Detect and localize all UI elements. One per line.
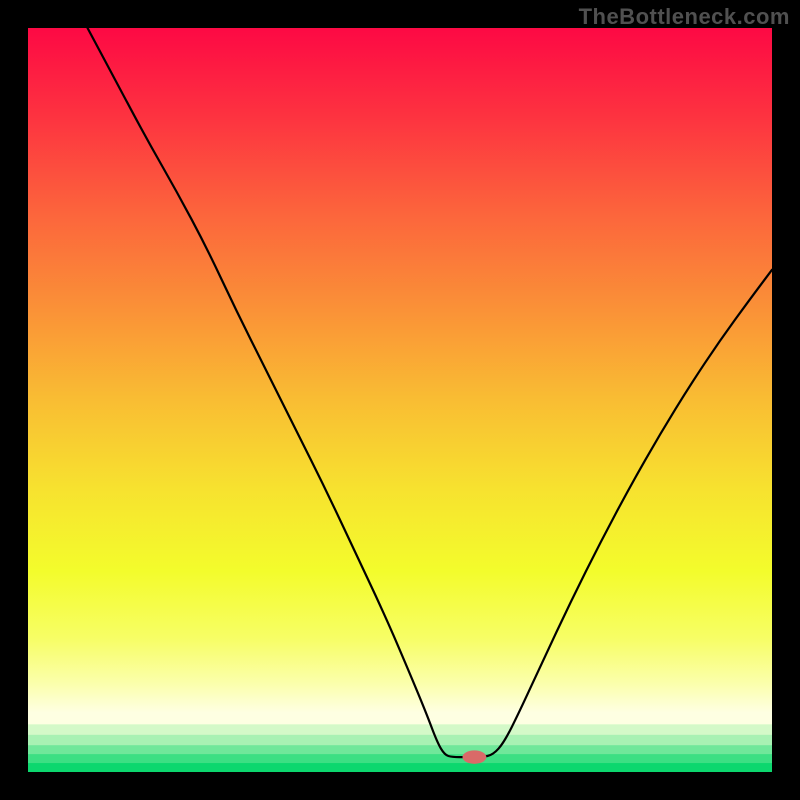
chart-svg — [28, 28, 772, 772]
watermark-text: TheBottleneck.com — [579, 4, 790, 30]
color-band — [28, 745, 772, 754]
chart-frame: TheBottleneck.com — [0, 0, 800, 800]
plot-area — [28, 28, 772, 772]
color-band — [28, 735, 772, 745]
color-band — [28, 724, 772, 734]
color-band — [28, 763, 772, 772]
optimum-marker — [462, 750, 486, 763]
color-band — [28, 712, 772, 724]
bottom-color-bands — [28, 712, 772, 772]
chart-background — [28, 28, 772, 772]
color-band — [28, 754, 772, 763]
